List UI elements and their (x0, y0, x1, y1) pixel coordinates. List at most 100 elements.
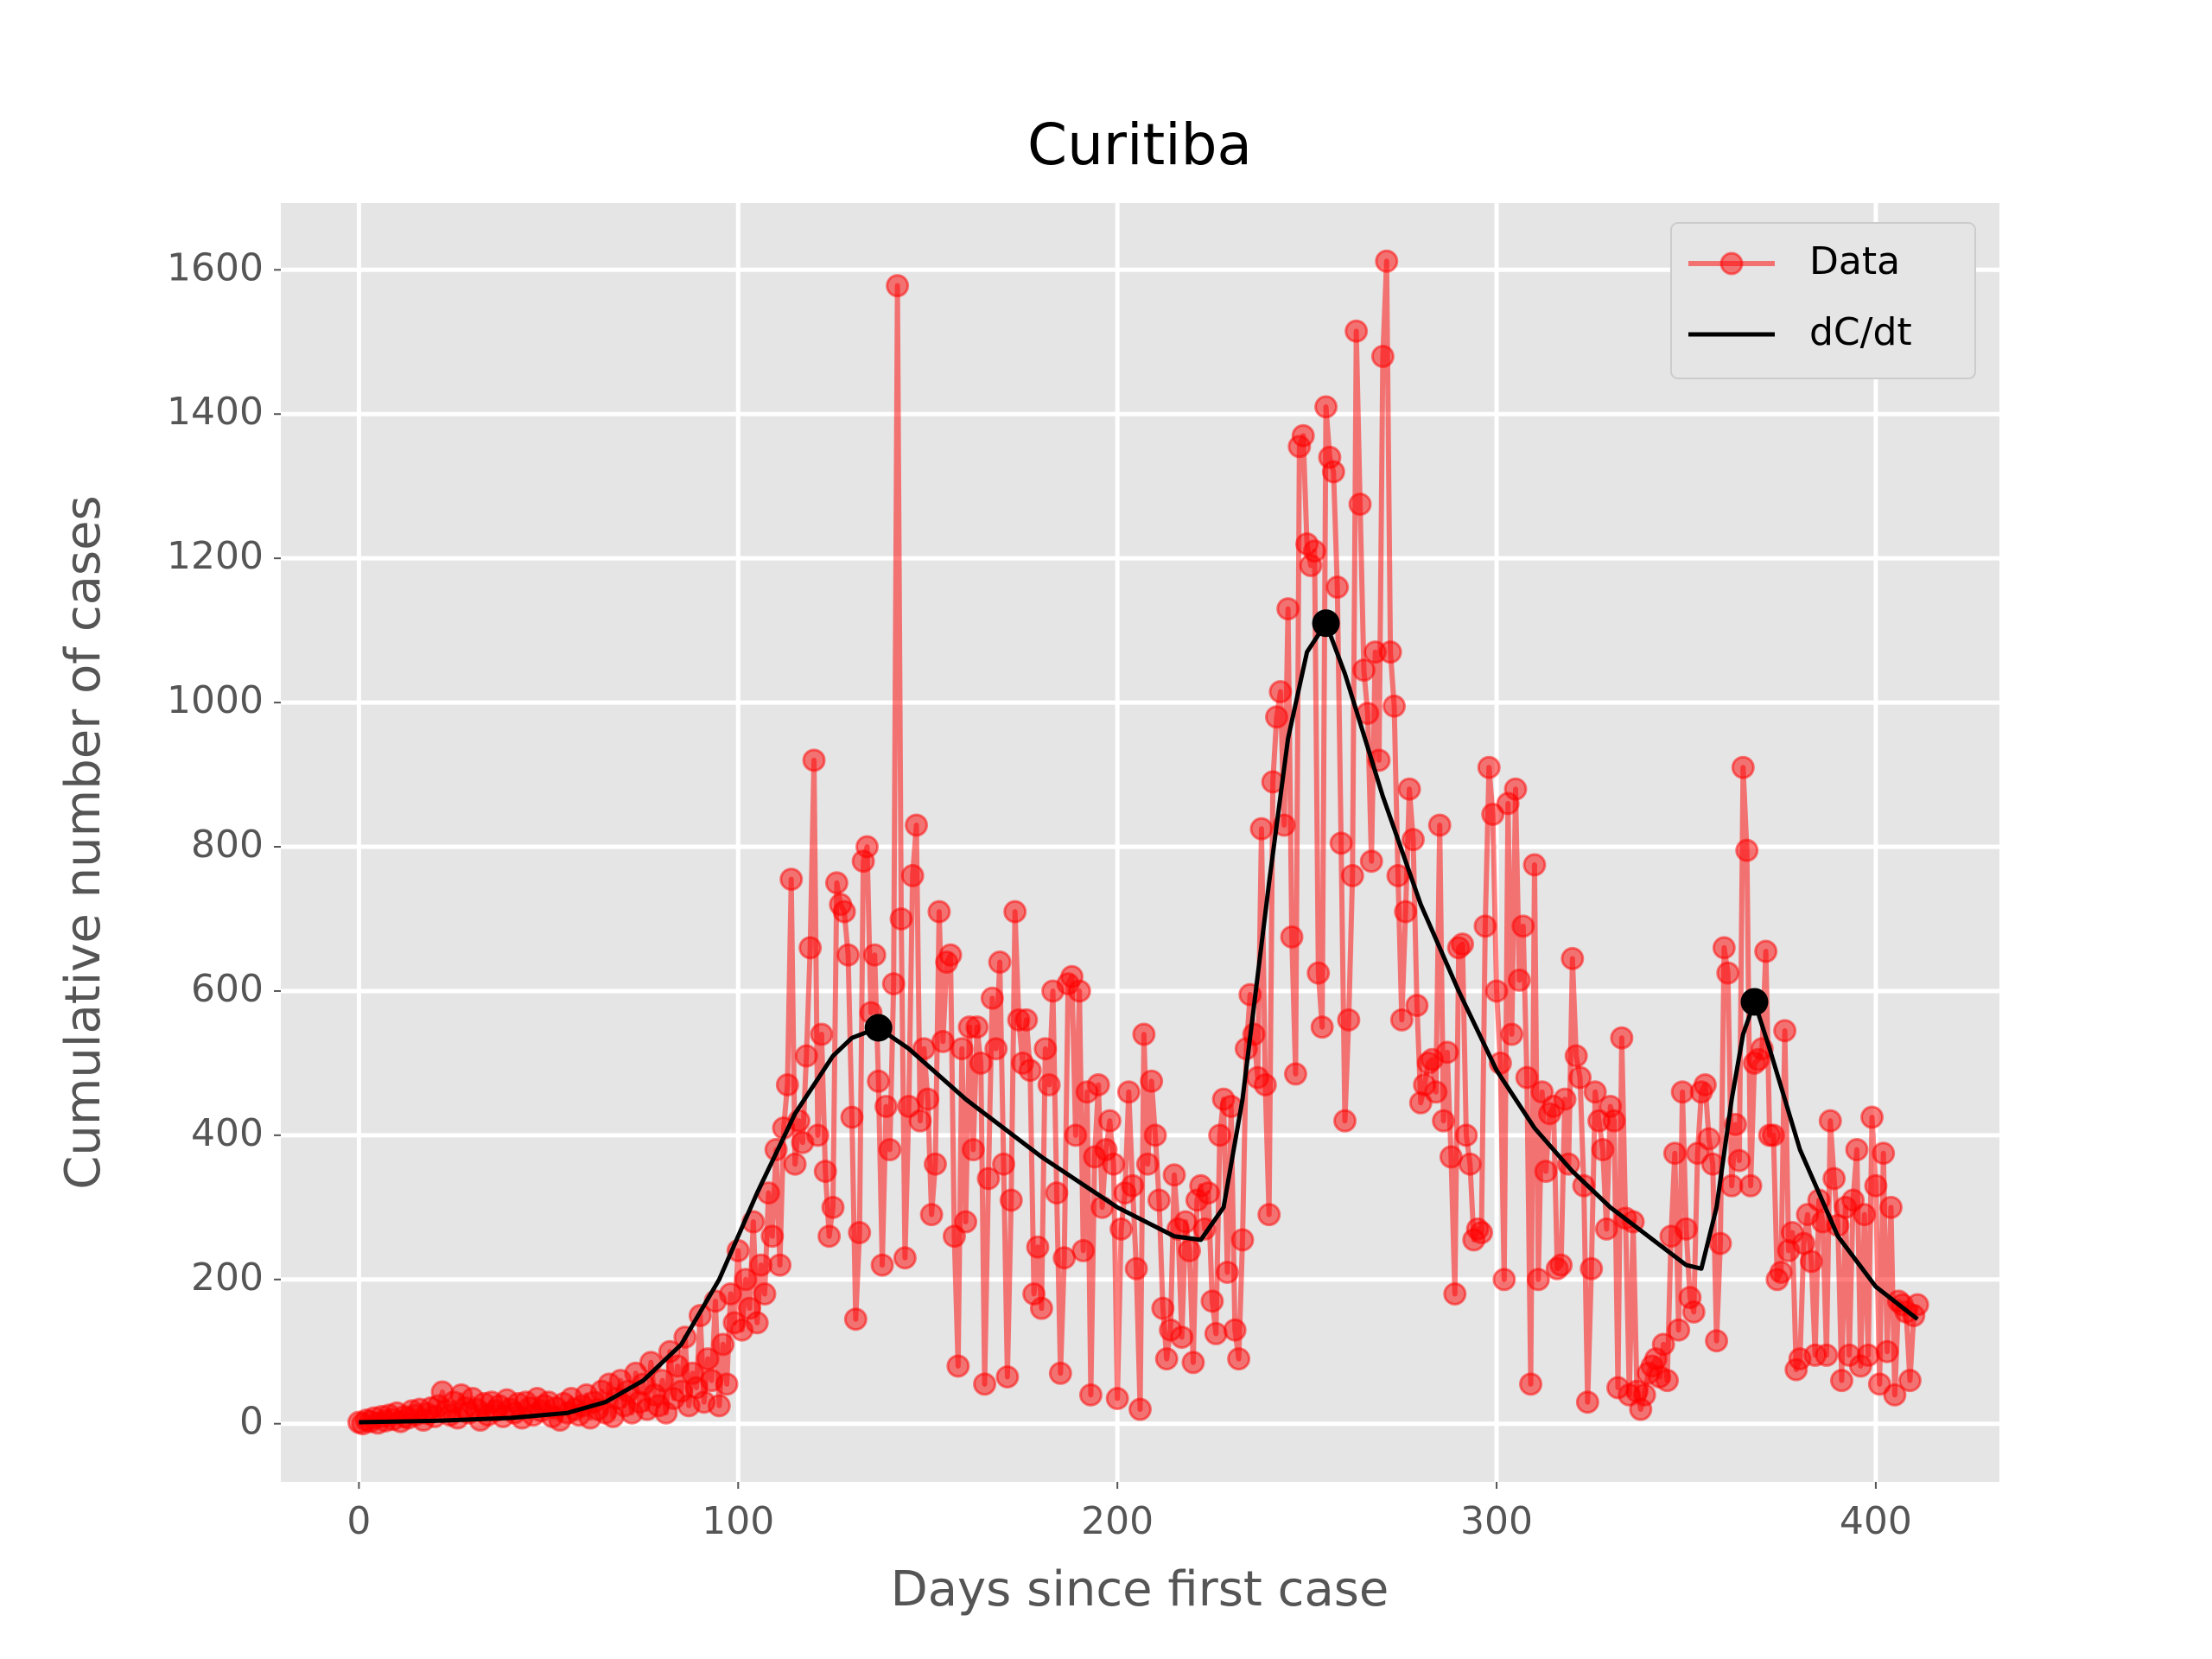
data-point (1253, 1072, 1277, 1096)
data-point (1583, 1080, 1607, 1104)
data-point (1314, 395, 1338, 419)
data-point (916, 1087, 940, 1111)
data-point (651, 1369, 675, 1393)
legend-marker (1719, 251, 1744, 276)
data-point (1283, 1062, 1307, 1086)
data-point (905, 813, 929, 837)
data-point (919, 1203, 944, 1227)
data-point (1818, 1109, 1842, 1133)
y-tick-label: 1600 (167, 245, 264, 289)
data-point (843, 1307, 868, 1332)
data-point (878, 1138, 902, 1162)
data-point (1735, 838, 1759, 862)
data-point (817, 1224, 842, 1249)
x-tick-label: 300 (1460, 1499, 1533, 1543)
data-point (1738, 1173, 1763, 1198)
data-point (805, 1123, 830, 1147)
y-tick-label: 1000 (167, 678, 264, 722)
series-line (359, 620, 1919, 1425)
data-point (1632, 1382, 1656, 1407)
data-point (1037, 1072, 1061, 1096)
data-point (768, 1253, 792, 1277)
data-point (1549, 1253, 1573, 1277)
x-tick-label: 100 (702, 1499, 774, 1543)
y-tick-label: 1400 (167, 390, 264, 434)
data-point (1507, 968, 1531, 992)
data-point (1045, 1181, 1069, 1205)
data-point (1591, 1138, 1615, 1162)
data-point (779, 868, 804, 892)
data-point (1522, 853, 1547, 877)
data-point (1432, 1109, 1456, 1133)
x-axis-label: Days since first case (891, 1561, 1389, 1618)
data-point (836, 943, 861, 967)
data-point (1526, 1268, 1550, 1292)
data-point (1121, 1173, 1145, 1198)
data-point (954, 1210, 978, 1234)
peak-point (1312, 609, 1340, 638)
data-point (783, 1152, 807, 1176)
data-point (798, 936, 823, 960)
data-point (1853, 1203, 1877, 1227)
data-point (1143, 1123, 1167, 1147)
data-point (1519, 1372, 1543, 1396)
data-point (1397, 777, 1421, 801)
data-point (1693, 1072, 1717, 1096)
data-point (711, 1332, 735, 1357)
data-point (1064, 1123, 1088, 1147)
data-point (1511, 914, 1535, 938)
peak-point (864, 1014, 893, 1042)
data-point (1078, 1382, 1103, 1407)
data-point (950, 1037, 974, 1061)
data-point (1564, 1044, 1588, 1068)
data-point (1154, 1347, 1179, 1371)
data-point (1359, 849, 1383, 874)
data-point (1325, 575, 1350, 600)
data-point (1003, 899, 1027, 924)
data-point (874, 1094, 898, 1118)
data-point (1378, 640, 1402, 664)
data-point (696, 1347, 720, 1371)
data-point (1674, 1217, 1698, 1241)
y-tick-label: 0 (239, 1400, 264, 1444)
data-point (1705, 1329, 1729, 1353)
data-point (965, 1015, 989, 1039)
data-point (1332, 1109, 1357, 1133)
y-tick-label: 1200 (167, 534, 264, 578)
data-point (1712, 936, 1736, 960)
data-point (749, 1253, 773, 1277)
y-tick-label: 600 (191, 967, 264, 1011)
data-point (1132, 1022, 1156, 1046)
data-point (1822, 1166, 1847, 1191)
data-point (927, 899, 951, 924)
data-point (1727, 1148, 1751, 1173)
data-point (1656, 1369, 1680, 1393)
data-point (1815, 1343, 1839, 1367)
data-point (1427, 813, 1452, 837)
data-point (1484, 979, 1509, 1003)
data-point (870, 1253, 894, 1277)
data-point (1651, 1332, 1675, 1357)
data-point (1109, 1217, 1134, 1241)
data-point (988, 950, 1012, 975)
data-point (1754, 939, 1778, 963)
data-point (1200, 1289, 1224, 1313)
data-point (1048, 1361, 1072, 1385)
data-point (1340, 863, 1364, 887)
data-point (1697, 1127, 1721, 1151)
data-point (1223, 1318, 1247, 1342)
data-point (1170, 1325, 1194, 1350)
data-point (1071, 1238, 1096, 1262)
data-point (1268, 680, 1293, 704)
data-point (813, 1160, 837, 1184)
data-point (1405, 994, 1429, 1018)
data-point (1451, 932, 1475, 957)
data-point (893, 1246, 917, 1270)
data-point (1670, 1080, 1694, 1104)
data-point (1014, 1007, 1039, 1032)
data-point (1878, 1195, 1903, 1219)
x-tick-label: 200 (1081, 1499, 1154, 1543)
data-point (908, 1109, 932, 1133)
data-point (1204, 1321, 1228, 1345)
data-point (775, 1072, 799, 1096)
